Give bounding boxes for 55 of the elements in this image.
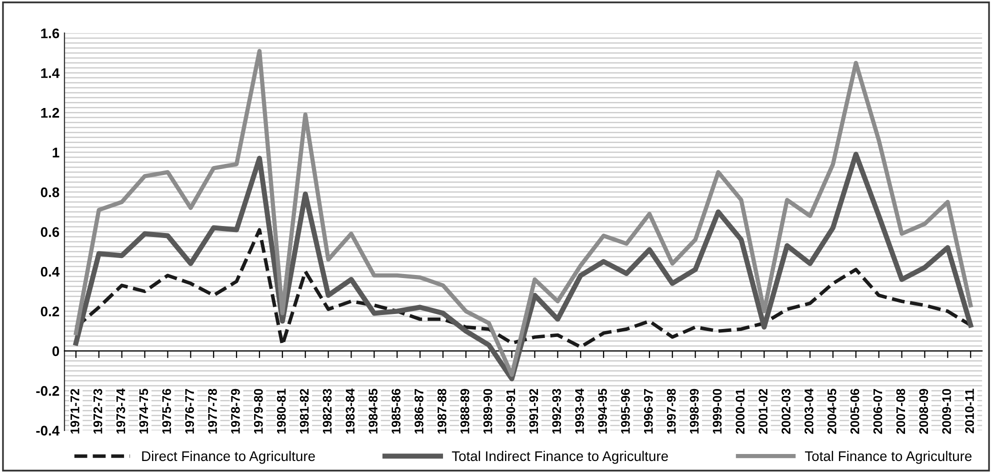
x-tick-label: 1978-79 (231, 388, 240, 434)
x-tick-label: 1983-84 (346, 388, 355, 434)
x-tick-label: 2003-04 (804, 388, 814, 434)
x-tick-label: 2004-05 (827, 388, 836, 434)
x-tick-label: 1984-85 (368, 388, 378, 434)
x-tick-label: 1993-94 (575, 388, 584, 434)
y-tick-label: 0.6 (40, 227, 60, 237)
legend-label: Direct Finance to Agriculture (142, 450, 315, 464)
x-tick-label: 1981-82 (300, 388, 309, 434)
x-tick-label: 2002-03 (782, 388, 790, 434)
x-tick-label: 1972-73 (93, 388, 102, 434)
x-tick-label: 1982-83 (322, 388, 332, 434)
x-tick-label: 1996-97 (644, 389, 653, 434)
line-series (74, 48, 973, 377)
x-tick-label: 1990-91 (506, 388, 516, 434)
y-tick-label: 1.6 (41, 28, 60, 38)
x-tick-label: 1987-88 (437, 388, 446, 434)
x-tick-label: 1975-76 (162, 388, 172, 434)
x-tick-label: 1974-75 (139, 388, 148, 434)
x-tick-label: 2005-06 (850, 388, 860, 434)
x-tick-label: 1977-78 (208, 388, 217, 434)
x-tick-label: 1999-00 (712, 388, 722, 434)
x-tick-label: 2000-01 (736, 388, 745, 434)
x-tick-label: 1994-95 (598, 388, 607, 434)
x-tick-label: 2009-10 (942, 388, 952, 434)
x-tick-label: 1971-72 (70, 388, 80, 434)
x-tick-label: 1997-98 (666, 388, 676, 434)
x-tick-label: 2010-11 (965, 388, 974, 434)
x-tick-label: 2007-08 (896, 388, 906, 434)
x-tick-label: 1985-86 (392, 388, 400, 434)
y-tick-label: 1.2 (41, 108, 60, 118)
legend-label: Total Finance to Agriculture (804, 450, 972, 464)
x-tick-label: 1976-77 (185, 389, 194, 434)
x-tick-label: 1989-90 (483, 388, 492, 434)
x-tick-label: 1991-92 (529, 388, 538, 434)
x-tick-label: 1992-93 (552, 388, 562, 434)
y-tick-label: 1.4 (41, 68, 60, 78)
x-tick-label: 1980-81 (276, 388, 286, 434)
y-tick-label: 1 (52, 148, 60, 158)
x-tick-label: 1973-74 (116, 388, 126, 434)
y-tick-label: 0.4 (40, 266, 60, 277)
x-tick-label: 2008-09 (919, 388, 928, 434)
x-tick-label: 1998-99 (690, 388, 699, 434)
x-tick-label: 1995-96 (621, 388, 630, 434)
x-tick-label: 2001-02 (758, 388, 768, 434)
x-tick-label: 1986-87 (414, 389, 424, 434)
legend-label: Total Indirect Finance to Agriculture (452, 450, 668, 464)
y-tick-label: 0 (52, 346, 60, 356)
y-tick-label: -0.4 (36, 426, 60, 436)
y-tick-label: 0.2 (40, 306, 60, 316)
x-tick-label: 1988-89 (460, 388, 470, 434)
y-tick-label: 0.8 (40, 187, 60, 198)
x-tick-label: 1979-80 (254, 388, 263, 434)
y-tick-label: -0.2 (36, 386, 60, 396)
x-tick-label: 2006-07 (873, 389, 882, 434)
